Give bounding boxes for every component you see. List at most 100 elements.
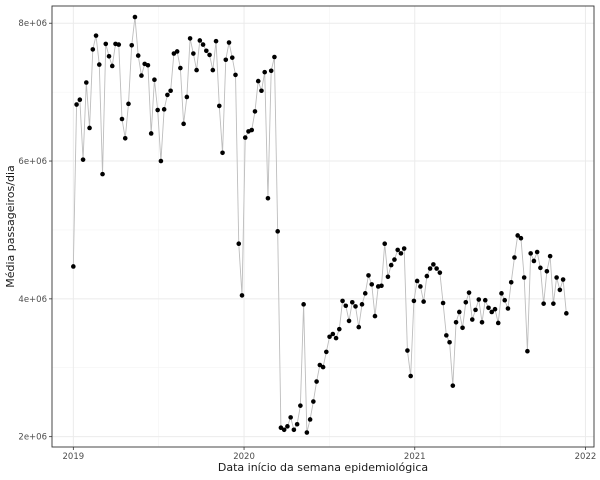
data-point: [213, 38, 219, 44]
data-point: [100, 171, 105, 177]
data-point: [482, 297, 488, 303]
data-point: [184, 94, 190, 100]
data-point: [463, 300, 469, 305]
data-point: [557, 287, 563, 293]
data-point: [447, 339, 452, 345]
data-point: [204, 48, 209, 54]
data-point: [327, 334, 332, 340]
data-point: [116, 42, 122, 47]
x-tick-label: 2020: [233, 452, 255, 462]
data-point: [450, 383, 456, 388]
data-point: [414, 278, 420, 284]
data-point: [145, 62, 151, 68]
data-point: [229, 55, 235, 60]
data-point: [200, 42, 206, 47]
y-tick-label: 6e+06: [18, 157, 47, 167]
data-point: [178, 65, 183, 71]
data-point: [411, 298, 417, 304]
data-point: [525, 348, 530, 354]
data-point: [512, 255, 517, 260]
data-point: [466, 290, 472, 295]
data-point: [551, 301, 556, 306]
data-point: [408, 373, 413, 379]
data-point: [421, 299, 426, 304]
y-tick-label: 4e+06: [18, 295, 47, 305]
x-axis-ticks: 2019 2020 2021 2022: [63, 447, 596, 462]
data-point: [564, 311, 569, 316]
panel-border: [51, 5, 595, 448]
data-point: [499, 291, 504, 296]
data-point: [226, 40, 232, 45]
data-point: [197, 38, 203, 43]
data-point: [392, 257, 397, 262]
data-point: [109, 63, 115, 69]
minor-gridlines: [52, 6, 594, 447]
panel-background: [52, 6, 594, 447]
data-point: [476, 297, 482, 302]
data-point: [152, 77, 157, 83]
data-point: [259, 88, 264, 94]
data-point: [132, 14, 138, 20]
data-point: [495, 320, 501, 326]
data-point: [158, 158, 164, 164]
data-point: [515, 233, 520, 238]
data-point: [74, 102, 79, 107]
data-point: [135, 53, 141, 58]
data-point: [181, 121, 186, 127]
data-point: [220, 150, 225, 156]
data-point: [324, 349, 329, 355]
data-point: [239, 293, 245, 298]
data-point: [337, 326, 342, 332]
data-point: [119, 116, 125, 122]
data-point: [385, 274, 391, 280]
data-point: [242, 135, 248, 140]
data-point: [418, 284, 423, 289]
data-point: [161, 107, 167, 112]
data-point: [508, 280, 514, 285]
data-point: [473, 307, 478, 313]
data-point: [346, 318, 352, 324]
data-point: [291, 427, 297, 433]
data-point: [194, 67, 199, 73]
data-point: [106, 54, 112, 59]
data-point: [460, 325, 465, 331]
data-point: [174, 49, 180, 54]
data-point: [398, 251, 404, 256]
data-point: [294, 421, 300, 427]
data-point: [216, 103, 222, 109]
data-point: [87, 125, 92, 131]
data-point: [505, 306, 511, 311]
data-point: [444, 333, 449, 338]
data-point: [541, 301, 546, 306]
data-point: [531, 258, 537, 264]
data-point: [255, 78, 261, 84]
data-point: [330, 331, 336, 337]
data-point: [431, 262, 436, 267]
data-point: [77, 97, 83, 103]
data-point: [340, 298, 345, 304]
data-point: [518, 235, 524, 241]
y-axis-title: Média passageiros/dia: [4, 165, 17, 288]
data-point: [307, 417, 313, 422]
data-point: [288, 415, 293, 420]
data-point: [440, 300, 446, 306]
data-point: [502, 297, 508, 303]
data-point: [129, 42, 135, 48]
data-point: [268, 68, 274, 74]
data-point: [534, 249, 540, 255]
data-point: [311, 399, 316, 404]
data-point: [84, 80, 89, 85]
data-point: [382, 241, 388, 247]
data-point: [356, 324, 362, 330]
data-point: [560, 277, 566, 282]
data-point: [479, 319, 485, 325]
data-point: [388, 262, 394, 268]
y-tick-label: 2e+06: [18, 433, 47, 443]
data-point: [486, 305, 491, 311]
data-point: [320, 364, 326, 370]
data-point: [349, 300, 355, 305]
data-point: [405, 348, 410, 353]
x-axis-title: Data início da semana epidemiológica: [218, 461, 428, 474]
y-axis-ticks: 2e+06 4e+06 6e+06 8e+06: [18, 19, 52, 443]
